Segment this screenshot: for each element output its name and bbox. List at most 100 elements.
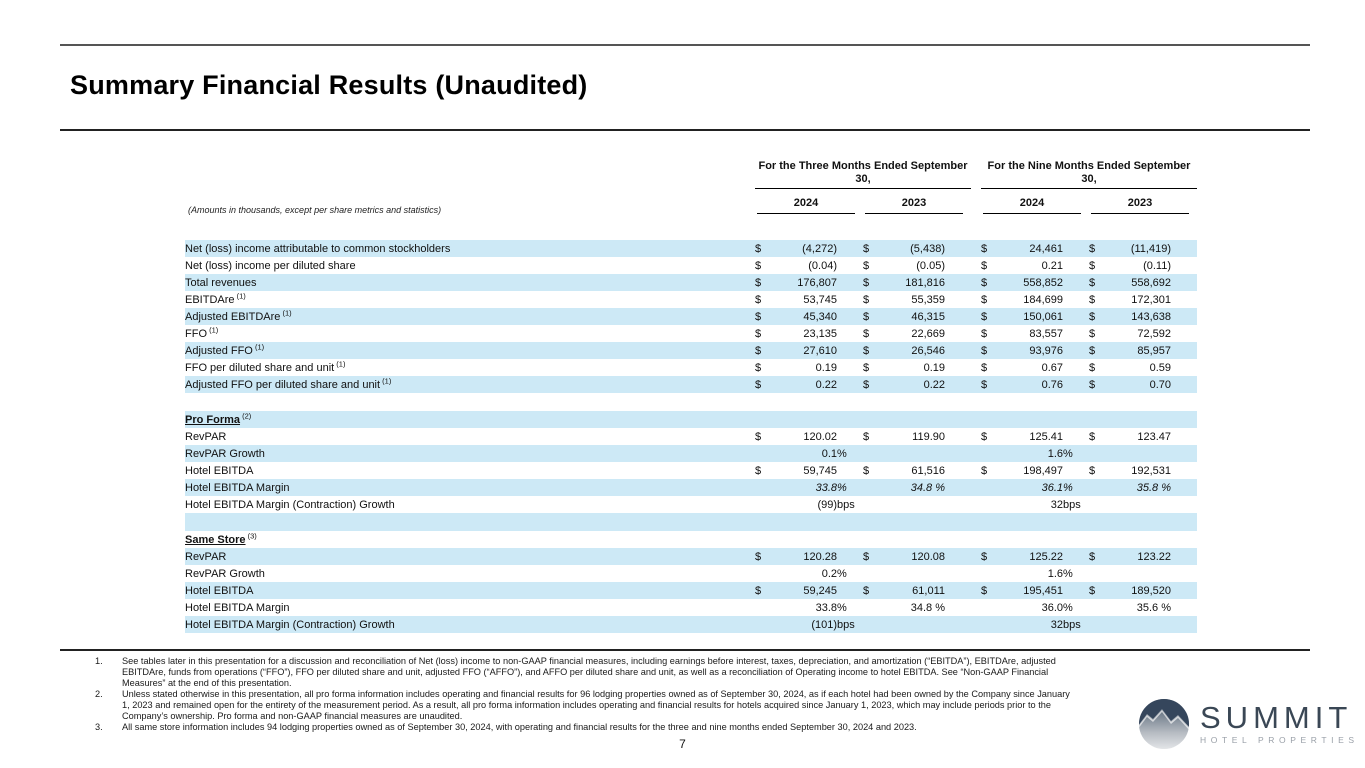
row-label: Total revenues <box>185 274 755 291</box>
unit-cell <box>945 240 971 257</box>
value-cell: 72,592 <box>1137 327 1171 340</box>
unit-cell <box>945 479 971 496</box>
unit-cell: bps <box>837 616 863 633</box>
unit-cell <box>837 548 863 565</box>
dollar-sign-cell: $ <box>1089 464 1096 477</box>
period-gap-cell <box>971 308 981 325</box>
dollar-sign-cell: $ <box>863 548 879 565</box>
unit-cell <box>837 376 863 393</box>
unit-cell <box>945 531 971 548</box>
summit-logo: SUMMIT HOTEL PROPERTIES <box>1138 698 1359 750</box>
unit-cell <box>1171 240 1197 257</box>
unit-cell <box>1063 462 1089 479</box>
unit-cell: % <box>837 479 863 496</box>
dollar-sign-cell: $ <box>863 259 870 272</box>
unit-cell <box>945 428 971 445</box>
dollar-sign-cell: $ <box>981 376 997 393</box>
period-gap-cell <box>971 325 981 342</box>
unit-cell <box>945 342 971 359</box>
unit-cell <box>1063 342 1089 359</box>
dollar-sign-cell: $ <box>755 430 762 443</box>
period-gap-cell <box>971 496 981 513</box>
unit-cell <box>945 325 971 342</box>
dollar-sign-cell <box>755 411 771 428</box>
year-header-row: 2024 2023 2024 2023 <box>185 194 1197 220</box>
unit-cell <box>1171 342 1197 359</box>
dollar-sign-cell <box>863 616 879 633</box>
dollar-sign-cell: $ <box>755 240 771 257</box>
unit-cell <box>1171 616 1197 633</box>
unit-cell <box>945 445 971 462</box>
period-gap-cell <box>971 616 981 633</box>
value-cell <box>879 445 945 462</box>
dollar-sign-cell: $ <box>1089 293 1096 306</box>
table-row: Net (loss) income attributable to common… <box>185 240 1197 257</box>
dollar-sign-cell <box>981 531 997 548</box>
dollar-sign-cell: $ <box>981 342 997 359</box>
value-cell: 34.8 % <box>910 601 945 614</box>
period-header-row: (Amounts in thousands, except per share … <box>185 160 1197 215</box>
row-label: Same Store (3) <box>185 531 257 546</box>
value-cell: 33.8 <box>815 601 837 614</box>
dollar-sign-cell: $ <box>863 361 870 374</box>
dollar-sign-cell <box>981 411 997 428</box>
row-label: EBITDAre (1) <box>185 291 246 306</box>
spacer-row <box>185 513 1197 531</box>
value-cell: 0.59 <box>1149 361 1171 374</box>
value-cell: 0.67 <box>1041 361 1063 374</box>
dollar-sign-cell: $ <box>863 430 870 443</box>
dollar-sign-cell: $ <box>863 582 879 599</box>
spacer-cell <box>185 393 1197 411</box>
dollar-sign-cell: $ <box>863 240 879 257</box>
value-cell: 59,245 <box>771 582 837 599</box>
unit-cell <box>1171 411 1197 428</box>
footnote-number: 3. <box>95 722 103 732</box>
row-label: FFO per diluted share and unit (1) <box>185 359 346 374</box>
row-label: Hotel EBITDA Margin <box>185 479 755 496</box>
value-cell <box>879 531 945 548</box>
value-cell: 23,135 <box>803 327 837 340</box>
dollar-sign-cell: $ <box>1089 308 1105 325</box>
dollar-sign-cell: $ <box>1089 327 1096 340</box>
footnote-text: All same store information includes 94 l… <box>122 722 917 732</box>
value-cell: 195,451 <box>997 582 1063 599</box>
unit-cell <box>1063 291 1089 308</box>
value-cell <box>997 531 1063 548</box>
section-header-row: Pro Forma (2) <box>185 411 1197 428</box>
value-cell: 0.2 <box>821 567 837 580</box>
value-cell: 184,699 <box>1023 293 1063 306</box>
row-label: FFO (1) <box>185 325 219 340</box>
row-label: RevPAR <box>185 430 227 443</box>
dollar-sign-cell <box>1089 599 1105 616</box>
table-row: Total revenues $176,807 $181,816 $558,852 $5… <box>185 274 1197 291</box>
row-label: RevPAR <box>185 548 755 565</box>
value-cell: 0.1 <box>771 445 837 462</box>
footnote-text: See tables later in this presentation fo… <box>122 656 1056 688</box>
value-cell <box>997 411 1063 428</box>
unit-cell <box>837 462 863 479</box>
dollar-sign-cell <box>863 531 879 548</box>
unit-cell <box>1171 445 1197 462</box>
value-cell: 32 <box>1050 498 1063 511</box>
dollar-sign-cell <box>863 565 879 582</box>
dollar-sign-cell: $ <box>755 327 762 340</box>
value-cell: 120.02 <box>803 430 837 443</box>
table-row: Adjusted FFO (1) $27,610 $26,546 $93,976 $85… <box>185 342 1197 359</box>
unit-cell <box>945 616 971 633</box>
dollar-sign-cell <box>755 479 771 496</box>
unit-cell <box>945 462 971 479</box>
dollar-sign-cell <box>1089 565 1105 582</box>
unit-cell: % <box>837 445 863 462</box>
unit-cell <box>837 342 863 359</box>
unit-cell <box>1063 359 1089 376</box>
period-gap-cell <box>971 376 981 393</box>
table-row: Hotel EBITDA Margin 33.8% 34.8 % 36.0% 35.6 … <box>185 599 1197 616</box>
dollar-sign-cell <box>1089 616 1105 633</box>
value-cell: 61,516 <box>911 464 945 477</box>
unit-cell <box>945 291 971 308</box>
unit-cell <box>1063 240 1089 257</box>
unit-cell <box>945 411 971 428</box>
period-gap-cell <box>971 565 981 582</box>
dollar-sign-cell: $ <box>863 293 870 306</box>
period-gap-cell <box>971 531 981 548</box>
